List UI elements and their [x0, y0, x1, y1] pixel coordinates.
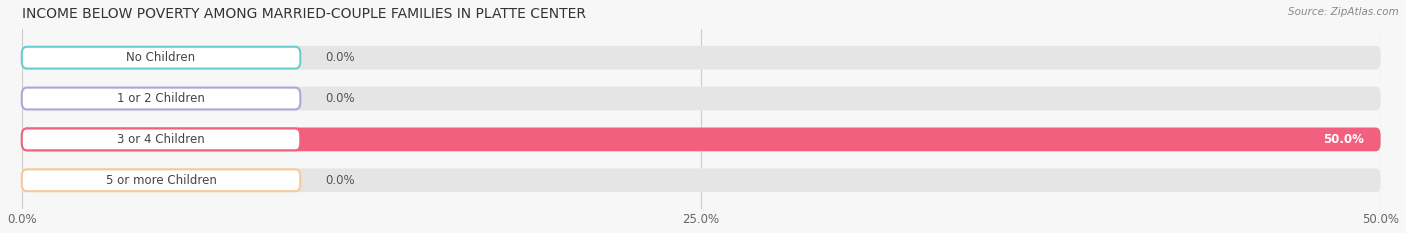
Text: 3 or 4 Children: 3 or 4 Children [117, 133, 205, 146]
Text: 1 or 2 Children: 1 or 2 Children [117, 92, 205, 105]
Text: Source: ZipAtlas.com: Source: ZipAtlas.com [1288, 7, 1399, 17]
Text: 50.0%: 50.0% [1323, 133, 1364, 146]
FancyBboxPatch shape [21, 168, 1381, 192]
Text: 0.0%: 0.0% [325, 51, 354, 64]
FancyBboxPatch shape [21, 129, 301, 150]
FancyBboxPatch shape [21, 87, 1381, 110]
FancyBboxPatch shape [21, 169, 301, 191]
FancyBboxPatch shape [21, 88, 301, 110]
FancyBboxPatch shape [21, 127, 1381, 151]
FancyBboxPatch shape [21, 127, 1381, 151]
Text: 0.0%: 0.0% [325, 174, 354, 187]
Text: 0.0%: 0.0% [325, 92, 354, 105]
Text: INCOME BELOW POVERTY AMONG MARRIED-COUPLE FAMILIES IN PLATTE CENTER: INCOME BELOW POVERTY AMONG MARRIED-COUPL… [21, 7, 586, 21]
Text: No Children: No Children [127, 51, 195, 64]
FancyBboxPatch shape [21, 46, 1381, 69]
FancyBboxPatch shape [21, 47, 301, 69]
Text: 5 or more Children: 5 or more Children [105, 174, 217, 187]
